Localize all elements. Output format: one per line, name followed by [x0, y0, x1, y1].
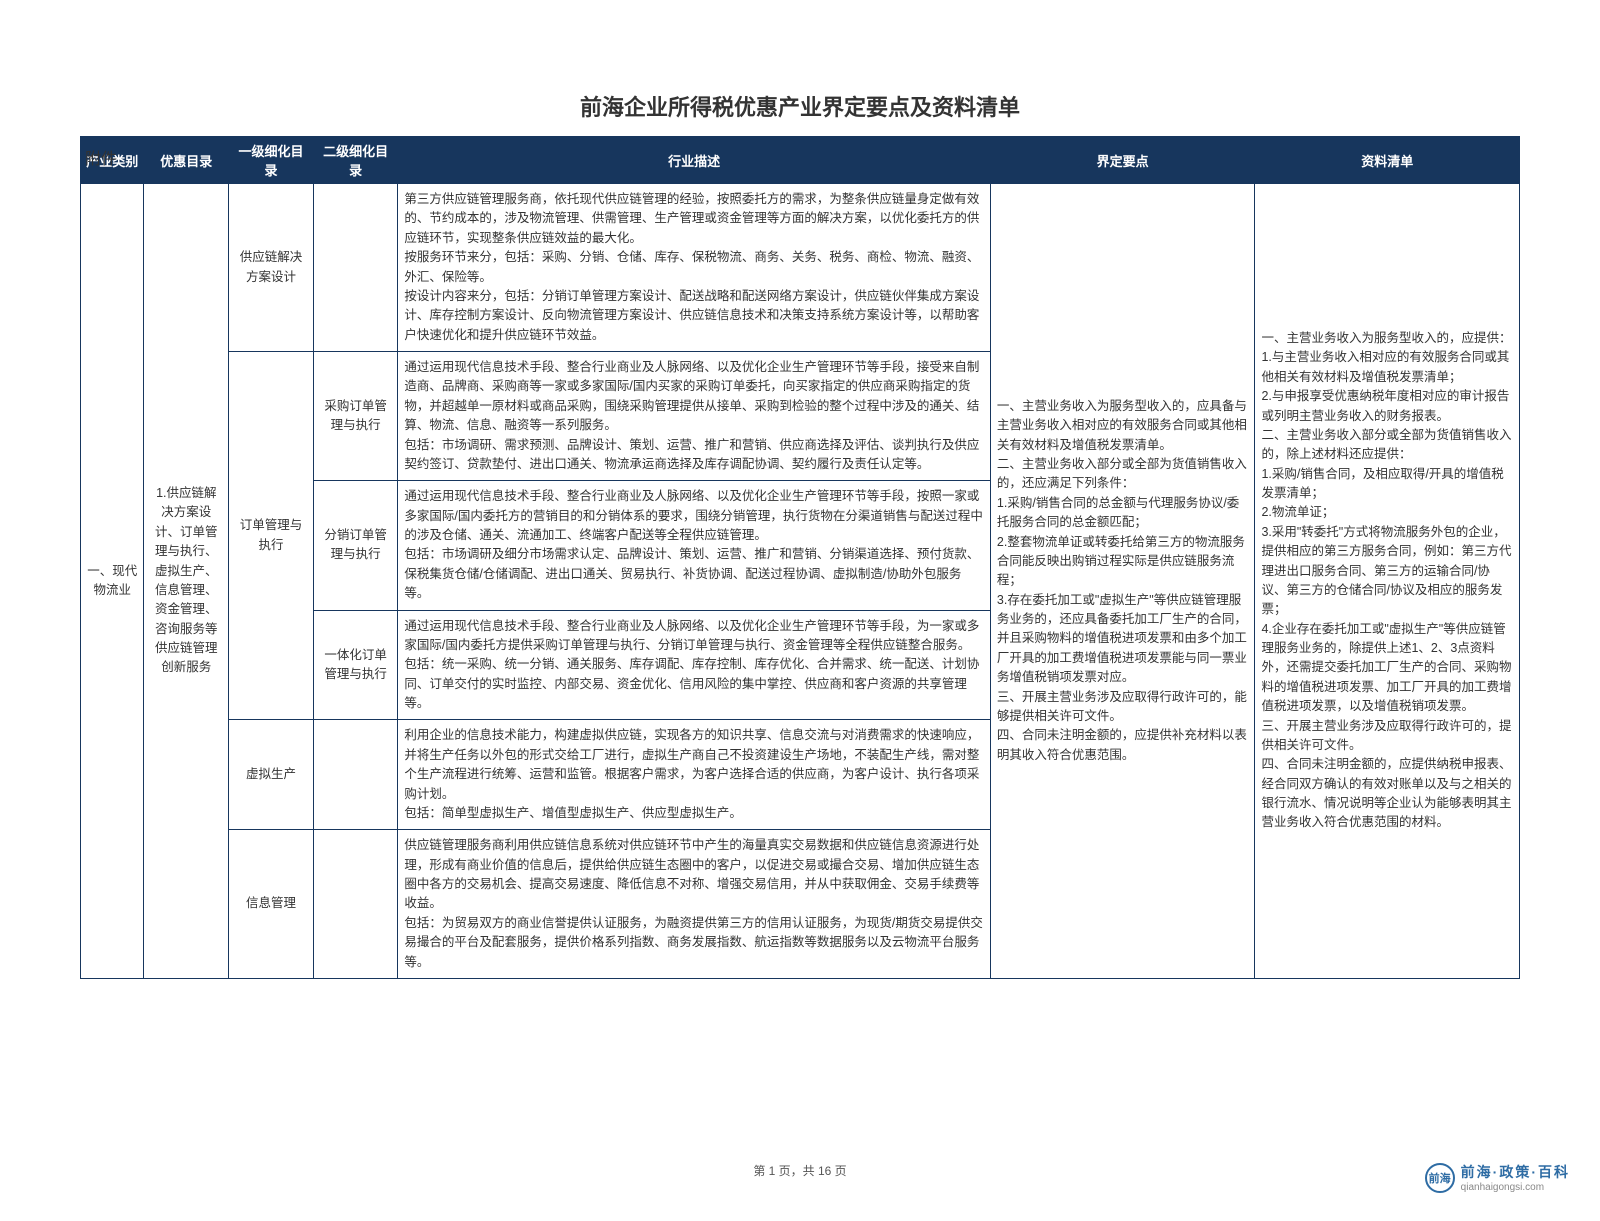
cell-level2-b1: 采购订单管理与执行: [313, 352, 398, 481]
cell-level1-a: 供应链解决方案设计: [229, 184, 314, 352]
watermark-url: qianhaigongsi.com: [1461, 1182, 1570, 1193]
cell-level2-empty: [313, 184, 398, 352]
attachment-label: 附件: [85, 145, 117, 169]
watermark-logo-icon: 前海: [1425, 1163, 1455, 1193]
page-title: 前海企业所得税优惠产业界定要点及资料清单: [0, 90, 1600, 122]
th-docs: 资料清单: [1255, 137, 1520, 184]
cell-desc-d: 供应链管理服务商利用供应链信息系统对供应链环节中产生的海量真实交易数据和供应链信…: [398, 830, 991, 979]
watermark-brand: 前海·政策·百科: [1461, 1162, 1570, 1182]
cell-level1-b: 订单管理与执行: [229, 352, 314, 720]
cell-level2-b3: 一体化订单管理与执行: [313, 610, 398, 720]
cell-docs: 一、主营业务收入为服务型收入的，应提供：1.与主营业务收入相对应的有效服务合同或…: [1255, 184, 1520, 979]
cell-desc-a: 第三方供应链管理服务商，依托现代供应链管理的经验，按照委托方的需求，为整条供应链…: [398, 184, 991, 352]
table-header-row: 产业类别 优惠目录 一级细化目录 二级细化目录 行业描述 界定要点 资料清单: [81, 137, 1520, 184]
policy-table: 产业类别 优惠目录 一级细化目录 二级细化目录 行业描述 界定要点 资料清单 一…: [80, 136, 1520, 979]
th-level1: 一级细化目录: [229, 137, 314, 184]
cell-desc-c: 利用企业的信息技术能力，构建虚拟供应链，实现各方的知识共享、信息交流与对消费需求…: [398, 720, 991, 830]
page-footer: 第 1 页，共 16 页: [0, 1162, 1600, 1179]
cell-level2-b2: 分销订单管理与执行: [313, 481, 398, 610]
th-desc: 行业描述: [398, 137, 991, 184]
cell-desc-b2: 通过运用现代信息技术手段、整合行业商业及人脉网络、以及优化企业生产管理环节等手段…: [398, 481, 991, 610]
cell-level2-empty: [313, 830, 398, 979]
th-level2: 二级细化目录: [313, 137, 398, 184]
th-keypoints: 界定要点: [990, 137, 1255, 184]
watermark: 前海 前海·政策·百科 qianhaigongsi.com: [1425, 1162, 1570, 1193]
cell-desc-b3: 通过运用现代信息技术手段、整合行业商业及人脉网络、以及优化企业生产管理环节等手段…: [398, 610, 991, 720]
cell-level1-c: 虚拟生产: [229, 720, 314, 830]
cell-keypoints: 一、主营业务收入为服务型收入的，应具备与主营业务收入相对应的有效服务合同或其他相…: [990, 184, 1255, 979]
cell-level2-empty: [313, 720, 398, 830]
table-row: 一、现代物流业 1.供应链解决方案设计、订单管理与执行、虚拟生产、信息管理、资金…: [81, 184, 1520, 352]
cell-preference: 1.供应链解决方案设计、订单管理与执行、虚拟生产、信息管理、资金管理、咨询服务等…: [144, 184, 229, 979]
cell-level1-d: 信息管理: [229, 830, 314, 979]
th-preference: 优惠目录: [144, 137, 229, 184]
cell-desc-b1: 通过运用现代信息技术手段、整合行业商业及人脉网络、以及优化企业生产管理环节等手段…: [398, 352, 991, 481]
cell-category: 一、现代物流业: [81, 184, 144, 979]
